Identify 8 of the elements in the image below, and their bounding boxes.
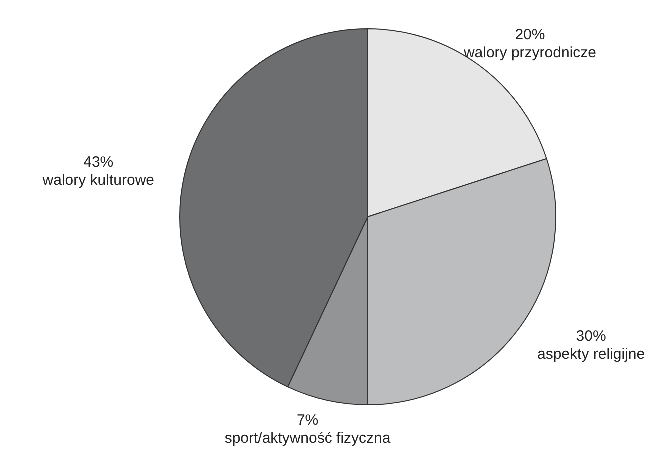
slice-label: walory przyrodnicze <box>462 44 596 62</box>
data-label: 7% <box>296 412 319 429</box>
slice-label: aspekty religijne <box>538 346 646 363</box>
data-label: 30% <box>576 328 606 345</box>
data-label: 20% <box>515 26 546 44</box>
slice-label: walory kulturowe <box>42 172 155 189</box>
slice-label: sport/aktywność fizyczna <box>224 430 392 447</box>
data-label: 43% <box>84 154 114 171</box>
